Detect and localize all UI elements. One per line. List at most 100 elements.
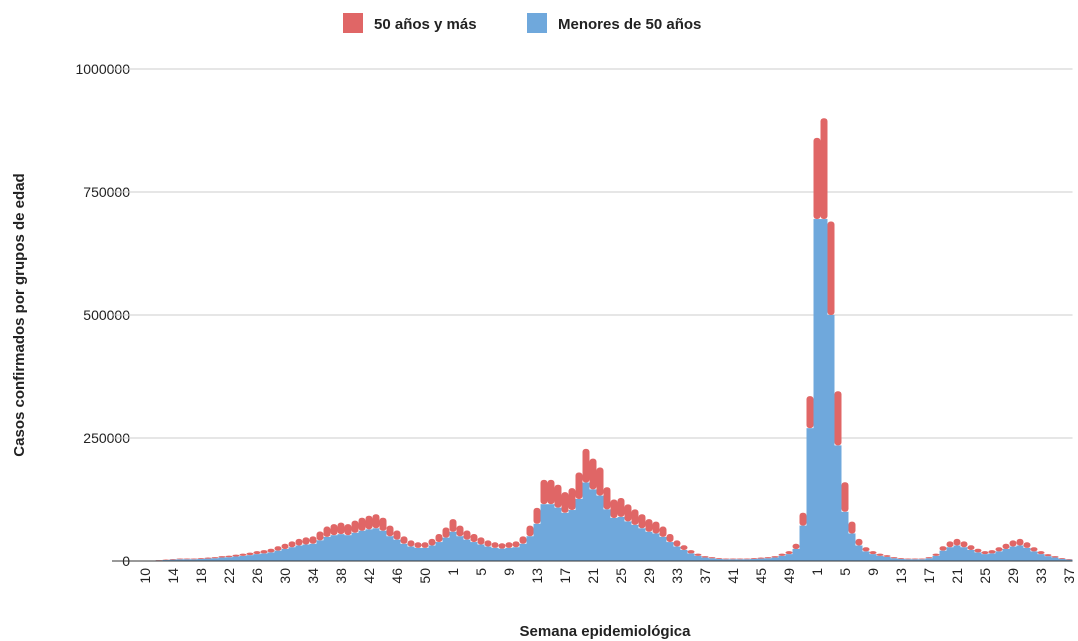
- bar-segment: [519, 543, 527, 561]
- x-tick-label: 14: [165, 568, 181, 584]
- bar-segment: [365, 529, 373, 561]
- bar-segment: [372, 528, 380, 561]
- y-tick-label: 750000: [83, 184, 130, 200]
- x-tick-label: 45: [753, 568, 769, 584]
- bar-segment: [547, 479, 555, 505]
- bar-segment: [757, 558, 765, 561]
- bar-segment: [708, 557, 716, 559]
- bar-segment: [883, 555, 891, 557]
- bar-segment: [743, 559, 751, 561]
- x-tick-label: 49: [781, 568, 797, 584]
- bar-segment: [351, 520, 359, 533]
- bar-segment: [1016, 545, 1024, 561]
- bar-segment: [806, 428, 814, 561]
- bar-segment: [204, 558, 212, 561]
- bar-segment: [603, 487, 611, 510]
- bar-segment: [491, 547, 499, 561]
- x-tick-label: 9: [865, 568, 881, 576]
- bar-segment: [575, 499, 583, 561]
- bar-segment: [435, 542, 443, 561]
- bar-segment: [883, 556, 891, 561]
- bar-segment: [477, 537, 485, 545]
- bar-segment: [925, 557, 933, 559]
- bar-segment: [540, 504, 548, 561]
- bar-segment: [750, 558, 758, 561]
- bar-segment: [561, 492, 569, 513]
- bar-segment: [918, 558, 926, 560]
- x-tick-label: 37: [697, 568, 713, 584]
- bar-segment: [421, 547, 429, 561]
- bar-segment: [918, 559, 926, 561]
- bar-segment: [659, 526, 667, 537]
- bar-segment: [169, 559, 177, 560]
- bar-segment: [967, 545, 975, 550]
- bar-segment: [274, 550, 282, 561]
- bar-segment: [309, 536, 317, 544]
- x-tick-label: 42: [361, 568, 377, 584]
- bar-segment: [694, 553, 702, 556]
- bar-segment: [757, 557, 765, 559]
- bar-segment: [890, 558, 898, 561]
- bar-segment: [953, 545, 961, 561]
- bar-segment: [988, 550, 996, 554]
- x-tick-label: 29: [1005, 568, 1021, 584]
- bar-segment: [813, 137, 821, 220]
- y-tick-label: 500000: [83, 307, 130, 323]
- bar-segment: [456, 536, 464, 561]
- bar-segment: [1044, 556, 1052, 561]
- bar-segment: [610, 517, 618, 561]
- bar-segment: [673, 546, 681, 561]
- bar-segment: [407, 546, 415, 561]
- bar-segment: [288, 541, 296, 548]
- bar-segment: [218, 556, 226, 558]
- bar-segment: [190, 558, 198, 560]
- bar-segment: [358, 517, 366, 531]
- bar-segment: [344, 535, 352, 561]
- bar-segment: [939, 550, 947, 561]
- bar-segment: [176, 558, 184, 560]
- bar-segment: [645, 519, 653, 532]
- bar-segment: [351, 532, 359, 561]
- bar-segment: [295, 538, 303, 546]
- bar-segment: [386, 525, 394, 537]
- bar-segment: [554, 484, 562, 508]
- bar-segment: [330, 524, 338, 536]
- bar-segment: [393, 539, 401, 561]
- bar-segment: [582, 448, 590, 483]
- bar-segment: [428, 538, 436, 546]
- bar-segment: [687, 553, 695, 561]
- bar-segment: [1051, 556, 1059, 558]
- bar-segment: [239, 555, 247, 561]
- bar-segment: [414, 542, 422, 548]
- bar-segment: [841, 511, 849, 561]
- bar-segment: [316, 531, 324, 541]
- bar-segment: [666, 533, 674, 543]
- bar-segment: [764, 558, 772, 561]
- bar-segment: [246, 552, 254, 556]
- bar-segment: [890, 557, 898, 559]
- bar-segment: [1009, 546, 1017, 561]
- bar-segment: [211, 558, 219, 561]
- bar-segment: [561, 512, 569, 561]
- bar-segment: [470, 542, 478, 561]
- bar-segment: [554, 507, 562, 561]
- bar-segment: [631, 524, 639, 561]
- bar-segment: [897, 558, 905, 561]
- y-tick-label: 250000: [83, 430, 130, 446]
- bar-segment: [827, 221, 835, 315]
- bar-segment: [232, 554, 240, 557]
- bar-segment: [981, 554, 989, 561]
- x-tick-label: 30: [277, 568, 293, 584]
- bar-segment: [309, 543, 317, 561]
- bar-segment: [407, 540, 415, 547]
- bar-segment: [372, 514, 380, 529]
- bar-segment: [743, 558, 751, 560]
- bar-segment: [211, 557, 219, 559]
- bar-segment: [512, 541, 520, 548]
- bar-segment: [834, 445, 842, 561]
- bar-segment: [253, 554, 261, 561]
- bar-segment: [799, 525, 807, 561]
- bar-segment: [239, 553, 247, 556]
- bar-segment: [267, 548, 275, 553]
